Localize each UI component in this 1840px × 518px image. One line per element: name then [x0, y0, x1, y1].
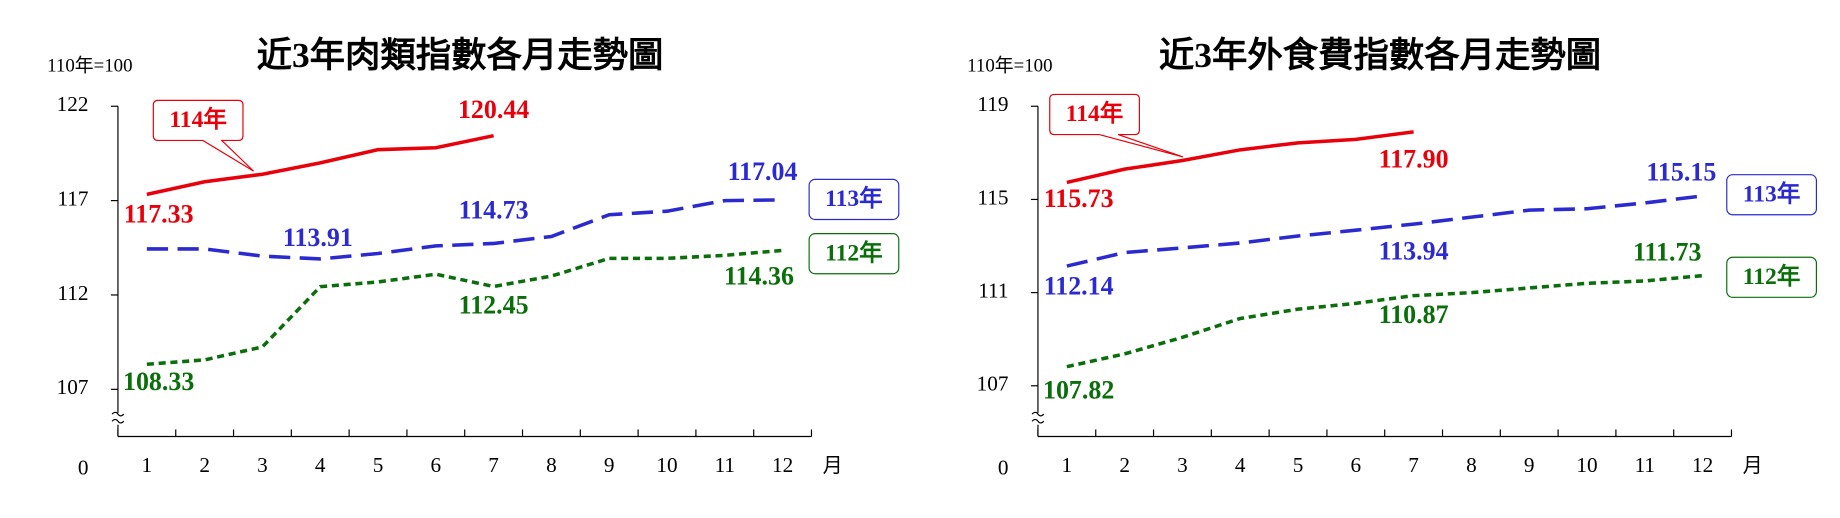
y-tick-label: 117 [57, 186, 88, 210]
legend-label: 114年 [1066, 99, 1124, 127]
y-tick-label: 122 [57, 92, 89, 116]
series-line [1066, 130, 1414, 185]
data-label: 113.94 [1379, 237, 1449, 266]
data-label: 111.73 [1633, 237, 1701, 266]
axis-break [111, 411, 125, 424]
x-tick-label: 11 [1635, 453, 1655, 477]
series-line [146, 248, 783, 366]
y-tick-label: 119 [977, 92, 1008, 116]
legend-label: 112年 [1743, 262, 1801, 290]
y-tick-label: 107 [977, 372, 1009, 396]
data-label: 113.91 [283, 223, 353, 252]
x-tick-label: 2 [199, 453, 210, 477]
axis-break [1031, 411, 1045, 424]
data-label: 114.36 [724, 262, 794, 291]
y-tick-label: 0 [998, 455, 1009, 479]
legend-label: 114年 [169, 105, 227, 133]
x-tick-label: 2 [1119, 453, 1130, 477]
data-label: 115.73 [1044, 184, 1114, 213]
y-tick-label: 0 [78, 455, 89, 479]
x-tick-label: 6 [1351, 453, 1362, 477]
data-label: 110.87 [1379, 300, 1449, 329]
data-label: 115.15 [1646, 158, 1716, 187]
data-label: 117.90 [1379, 144, 1449, 173]
x-tick-label: 7 [1408, 453, 1419, 477]
x-tick-label: 7 [488, 453, 499, 477]
y-axis-unit: 110年=100 [967, 55, 1052, 77]
x-tick-label: 10 [1576, 453, 1597, 477]
data-label: 117.33 [124, 200, 194, 229]
x-axis-unit: 月 [1743, 455, 1763, 477]
data-label: 112.14 [1044, 271, 1114, 300]
x-tick-label: 5 [1293, 453, 1304, 477]
legend-box [1049, 93, 1184, 158]
x-tick-label: 8 [1466, 453, 1477, 477]
x-tick-label: 9 [604, 453, 615, 477]
y-tick-label: 107 [57, 375, 89, 399]
data-label: 112.45 [459, 291, 529, 320]
y-tick-label: 115 [977, 185, 1008, 209]
series-line [146, 198, 783, 261]
y-tick-label: 112 [57, 281, 88, 305]
x-tick-label: 11 [715, 453, 735, 477]
x-tick-label: 10 [656, 453, 677, 477]
chart-title: 近3年肉類指數各月走勢圖 [257, 35, 664, 75]
x-tick-label: 4 [315, 453, 326, 477]
series-line [1066, 194, 1703, 268]
x-tick-label: 4 [1235, 453, 1246, 477]
x-tick-label: 1 [142, 453, 153, 477]
series-line [1066, 273, 1703, 369]
data-label: 117.04 [728, 157, 798, 186]
y-tick-label: 111 [978, 278, 1008, 302]
legend-label: 113年 [825, 184, 883, 212]
x-tick-label: 3 [1177, 453, 1188, 477]
legend-label: 112年 [825, 238, 883, 266]
x-tick-label: 3 [257, 453, 268, 477]
legend-box [808, 233, 900, 275]
data-label: 108.33 [123, 367, 194, 396]
y-axis-unit: 110年=100 [47, 55, 132, 77]
legend-box [1726, 256, 1817, 298]
x-tick-label: 12 [1692, 453, 1713, 477]
legend-box [1726, 174, 1817, 216]
x-tick-label: 5 [373, 453, 384, 477]
legend-label: 113年 [1743, 179, 1801, 207]
x-tick-label: 12 [772, 453, 793, 477]
x-axis-unit: 月 [823, 455, 843, 477]
x-tick-label: 8 [546, 453, 557, 477]
x-tick-label: 1 [1062, 453, 1073, 477]
series-line [146, 133, 494, 197]
legend-box [152, 99, 254, 172]
chart-title: 近3年外食費指數各月走勢圖 [1159, 35, 1601, 75]
data-label: 120.44 [458, 95, 529, 124]
x-tick-label: 9 [1524, 453, 1535, 477]
data-label: 114.73 [459, 196, 529, 225]
legend-box [808, 178, 900, 221]
x-tick-label: 6 [431, 453, 442, 477]
data-label: 107.82 [1043, 376, 1114, 405]
